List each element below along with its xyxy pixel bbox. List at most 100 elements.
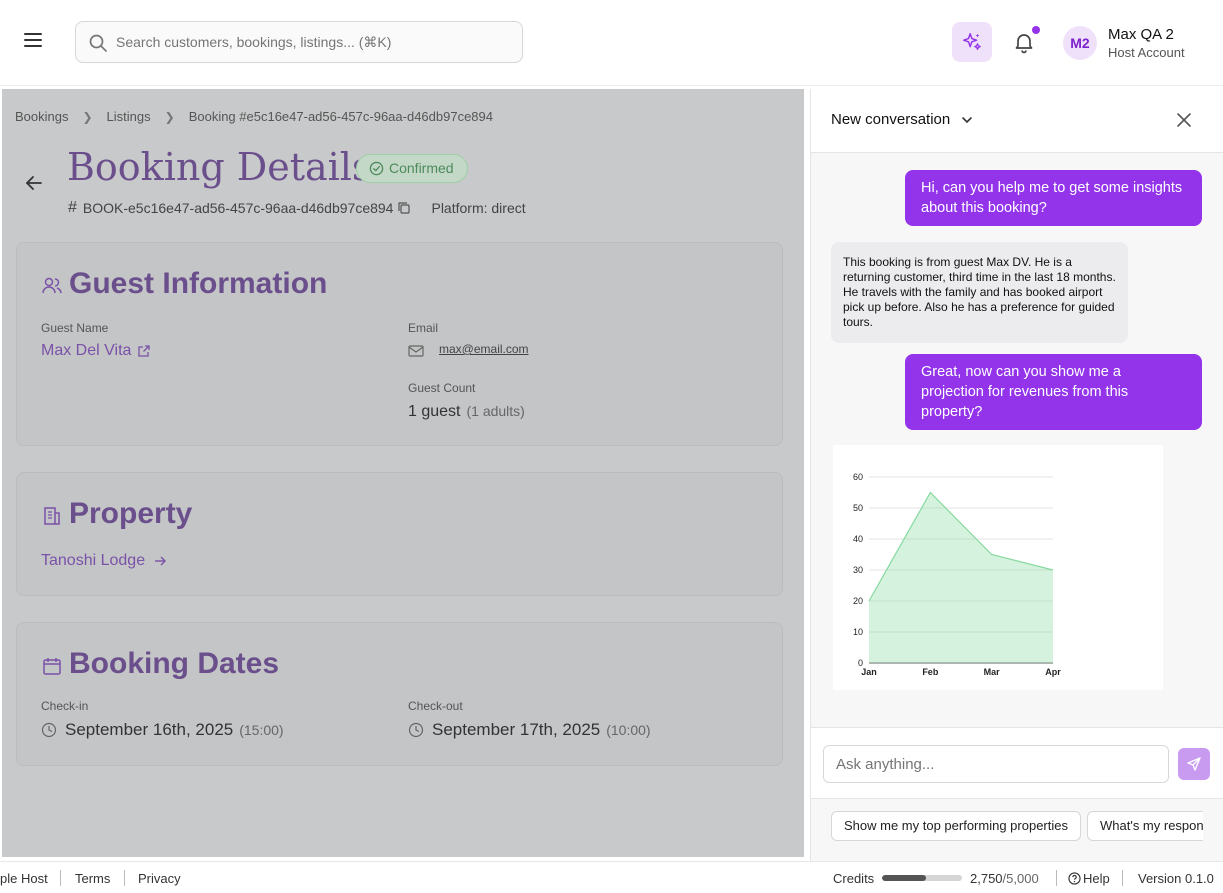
user-message: Great, now can you show me a projection … <box>905 354 1202 430</box>
chart-y-tick-label: 20 <box>853 596 863 606</box>
clock-icon <box>41 722 57 738</box>
user-message: Hi, can you help me to get some insights… <box>905 170 1202 226</box>
chart-y-tick-label: 40 <box>853 534 863 544</box>
chat-input[interactable] <box>823 745 1169 783</box>
platform-label: Platform: direct <box>431 200 526 216</box>
sparkles-icon <box>963 33 981 50</box>
guest-information-heading: Guest Information <box>69 267 328 300</box>
chevron-down-icon[interactable] <box>961 114 973 126</box>
suggestion-response[interactable]: What's my respon <box>1087 811 1203 841</box>
footer-terms-link[interactable]: Terms <box>75 871 111 886</box>
chart-x-tick-label: Mar <box>984 667 1001 677</box>
property-card: Property Tanoshi Lodge <box>16 472 783 596</box>
clock-icon <box>408 722 424 738</box>
chat-header: New conversation <box>811 89 1223 153</box>
guest-name[interactable]: Max Del Vita <box>41 342 132 359</box>
breadcrumb-listings[interactable]: Listings <box>106 109 151 124</box>
top-bar: M2 Max QA 2 Host Account <box>0 0 1223 86</box>
checkout-date: September 17th, 2025 (10:00) <box>432 720 651 740</box>
booking-dates-card: Booking Dates Check-in September 16th, 2… <box>16 622 783 766</box>
email-link[interactable]: max@email.com <box>439 342 529 356</box>
checkout-value: September 17th, 2025 <box>432 720 601 739</box>
footer-host: ple Host <box>0 871 48 886</box>
version-label: Version 0.1.0 <box>1138 871 1214 886</box>
conversation-selector[interactable]: New conversation <box>831 111 951 128</box>
booking-reference: # BOOK-e5c16e47-ad56-457c-96aa-d46db97ce… <box>68 199 526 217</box>
assistant-message: This booking is from guest Max DV. He is… <box>831 242 1128 343</box>
search-bar[interactable] <box>75 21 523 63</box>
building-icon <box>44 507 60 525</box>
avatar[interactable]: M2 <box>1063 26 1097 60</box>
menu-icon[interactable] <box>24 33 42 49</box>
guest-name-link[interactable]: Max Del Vita <box>41 342 151 360</box>
footer: ple Host Terms Privacy Credits 2,750/5,0… <box>0 861 1223 893</box>
credits-used: 2,750 <box>970 871 1003 886</box>
footer-divider <box>124 870 125 886</box>
checkin-date: September 16th, 2025 (15:00) <box>65 720 284 740</box>
search-input[interactable] <box>116 22 516 62</box>
check-circle-icon <box>369 161 384 176</box>
footer-privacy-link[interactable]: Privacy <box>138 871 181 886</box>
credits-label: Credits <box>833 871 875 886</box>
guest-count-detail: (1 adults) <box>466 403 525 419</box>
bell-icon[interactable] <box>1012 30 1036 54</box>
reference-code: BOOK-e5c16e47-ad56-457c-96aa-d46db97ce89… <box>82 200 394 216</box>
checkin-time: (15:00) <box>239 722 284 738</box>
status-badge: Confirmed <box>356 154 468 183</box>
close-icon[interactable] <box>1175 111 1193 129</box>
chart-y-tick-label: 0 <box>858 658 863 668</box>
arrow-right-icon <box>155 556 167 566</box>
chart-y-tick-label: 10 <box>853 627 863 637</box>
chart-series-line <box>868 491 1054 602</box>
back-arrow-icon[interactable] <box>24 173 44 193</box>
footer-divider <box>1122 870 1123 886</box>
revenue-chart-svg: 0 10 20 30 40 50 60 Jan Feb Mar Apr <box>853 472 1061 677</box>
property-heading: Property <box>69 497 193 530</box>
checkin-label: Check-in <box>41 699 89 713</box>
notification-dot <box>1032 26 1040 34</box>
ai-assistant-button[interactable] <box>952 22 992 62</box>
hash-icon: # <box>68 199 77 216</box>
user-name: Max QA 2 <box>1108 26 1174 43</box>
mail-icon <box>408 345 424 357</box>
help-link[interactable]: Help <box>1083 871 1110 886</box>
credits-progress-bar <box>882 875 962 881</box>
calendar-icon <box>43 658 61 675</box>
checkout-time: (10:00) <box>606 722 651 738</box>
chat-panel: New conversation Hi, can you help me to … <box>810 89 1223 861</box>
chart-area <box>869 492 1053 663</box>
breadcrumb-current: Booking #e5c16e47-ad56-457c-96aa-d46db97… <box>188 109 493 124</box>
chart-x-tick-label: Feb <box>922 667 939 677</box>
property-link[interactable]: Tanoshi Lodge <box>41 552 167 570</box>
guest-name-label: Guest Name <box>41 321 109 335</box>
booking-dates-heading: Booking Dates <box>69 647 280 680</box>
chart-y-tick-label: 30 <box>853 565 863 575</box>
breadcrumb-bookings[interactable]: Bookings <box>15 109 69 124</box>
external-link-icon <box>138 345 151 357</box>
chart-x-tick-label: Apr <box>1045 667 1061 677</box>
guest-count: 1 guest (1 adults) <box>408 403 525 421</box>
guest-information-card: Guest Information Guest Name Max Del Vit… <box>16 242 783 446</box>
guest-count-label: Guest Count <box>408 381 476 395</box>
send-button[interactable] <box>1178 748 1210 780</box>
main-content: Bookings ❯ Listings ❯ Booking #e5c16e47-… <box>2 89 804 857</box>
copy-icon[interactable] <box>397 201 411 215</box>
help-icon <box>1068 872 1081 885</box>
status-text: Confirmed <box>389 160 454 176</box>
checkin-value: September 16th, 2025 <box>65 720 234 739</box>
credits-value: 2,750/5,000 <box>970 871 1039 886</box>
user-role: Host Account <box>1108 45 1185 60</box>
chart-x-tick-label: Jan <box>861 667 877 677</box>
chevron-right-icon: ❯ <box>82 109 93 124</box>
users-icon <box>42 277 62 294</box>
checkout-label: Check-out <box>408 699 463 713</box>
suggestion-top-properties[interactable]: Show me my top performing properties <box>831 811 1081 841</box>
page-title: Booking Details <box>67 145 372 189</box>
chart-y-tick-label: 50 <box>853 503 863 513</box>
footer-divider <box>1056 870 1057 886</box>
credits-progress-fill <box>882 875 926 881</box>
property-name[interactable]: Tanoshi Lodge <box>41 552 146 569</box>
revenue-chart: 0 10 20 30 40 50 60 Jan Feb Mar Apr <box>833 445 1163 690</box>
chevron-right-icon: ❯ <box>164 109 175 124</box>
guest-count-value: 1 guest <box>408 403 461 420</box>
